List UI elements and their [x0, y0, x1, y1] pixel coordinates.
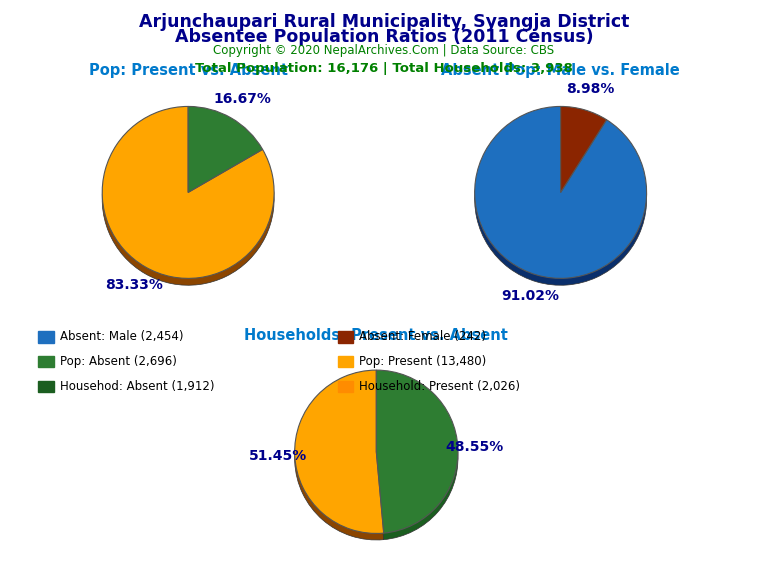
Text: 8.98%: 8.98%: [566, 82, 614, 96]
Wedge shape: [561, 107, 607, 192]
Text: 16.67%: 16.67%: [213, 92, 271, 107]
Wedge shape: [188, 107, 263, 192]
Text: Absentee Population Ratios (2011 Census): Absentee Population Ratios (2011 Census): [174, 28, 594, 46]
Wedge shape: [295, 377, 384, 540]
Wedge shape: [561, 113, 607, 199]
Text: 83.33%: 83.33%: [105, 278, 164, 293]
Text: Pop: Present (13,480): Pop: Present (13,480): [359, 355, 487, 368]
Wedge shape: [188, 113, 263, 199]
Text: Absent: Female (242): Absent: Female (242): [359, 331, 486, 343]
Wedge shape: [475, 113, 647, 285]
Text: Househod: Absent (1,912): Househod: Absent (1,912): [60, 380, 214, 393]
Wedge shape: [295, 370, 384, 533]
Title: Pop: Present vs. Absent: Pop: Present vs. Absent: [88, 63, 288, 78]
Wedge shape: [102, 107, 274, 278]
Text: Copyright © 2020 NepalArchives.Com | Data Source: CBS: Copyright © 2020 NepalArchives.Com | Dat…: [214, 44, 554, 57]
Wedge shape: [475, 107, 647, 278]
Title: Absent Pop: Male vs. Female: Absent Pop: Male vs. Female: [442, 63, 680, 78]
Title: Households: Present vs. Absent: Households: Present vs. Absent: [244, 328, 508, 343]
Text: Pop: Absent (2,696): Pop: Absent (2,696): [60, 355, 177, 368]
Text: Absent: Male (2,454): Absent: Male (2,454): [60, 331, 184, 343]
Text: Total Population: 16,176 | Total Households: 3,938: Total Population: 16,176 | Total Househo…: [195, 62, 573, 75]
Text: Arjunchaupari Rural Municipality, Syangja District: Arjunchaupari Rural Municipality, Syangj…: [139, 13, 629, 31]
Wedge shape: [376, 377, 458, 540]
Wedge shape: [102, 113, 274, 285]
Wedge shape: [376, 370, 458, 533]
Text: Household: Present (2,026): Household: Present (2,026): [359, 380, 521, 393]
Text: 91.02%: 91.02%: [502, 289, 560, 302]
Text: 51.45%: 51.45%: [250, 449, 307, 463]
Text: 48.55%: 48.55%: [445, 440, 503, 454]
